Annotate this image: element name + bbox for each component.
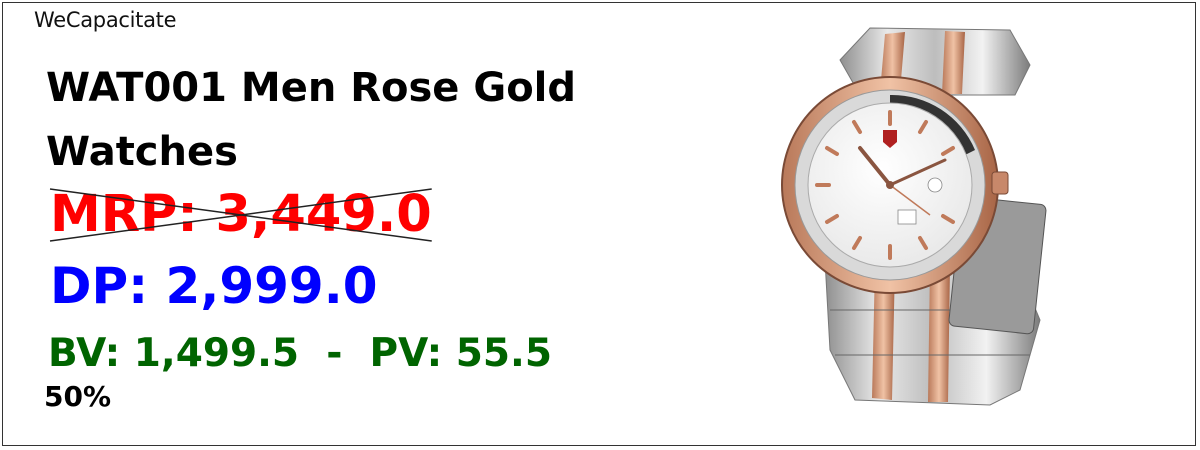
watch-product-image — [781, 27, 1047, 406]
dp-price: DP: 2,999.0 — [50, 257, 378, 315]
mrp-price: MRP: 3,449.0 — [50, 184, 432, 246]
discount-percent: 50% — [44, 380, 112, 413]
product-title: WAT001 Men Rose Gold Watches — [46, 65, 577, 175]
bv-pv-values: BV: 1,499.5 - PV: 55.5 — [48, 331, 552, 376]
brand-name: WeCapacitate — [34, 8, 177, 32]
strikethrough-cross — [50, 184, 432, 246]
